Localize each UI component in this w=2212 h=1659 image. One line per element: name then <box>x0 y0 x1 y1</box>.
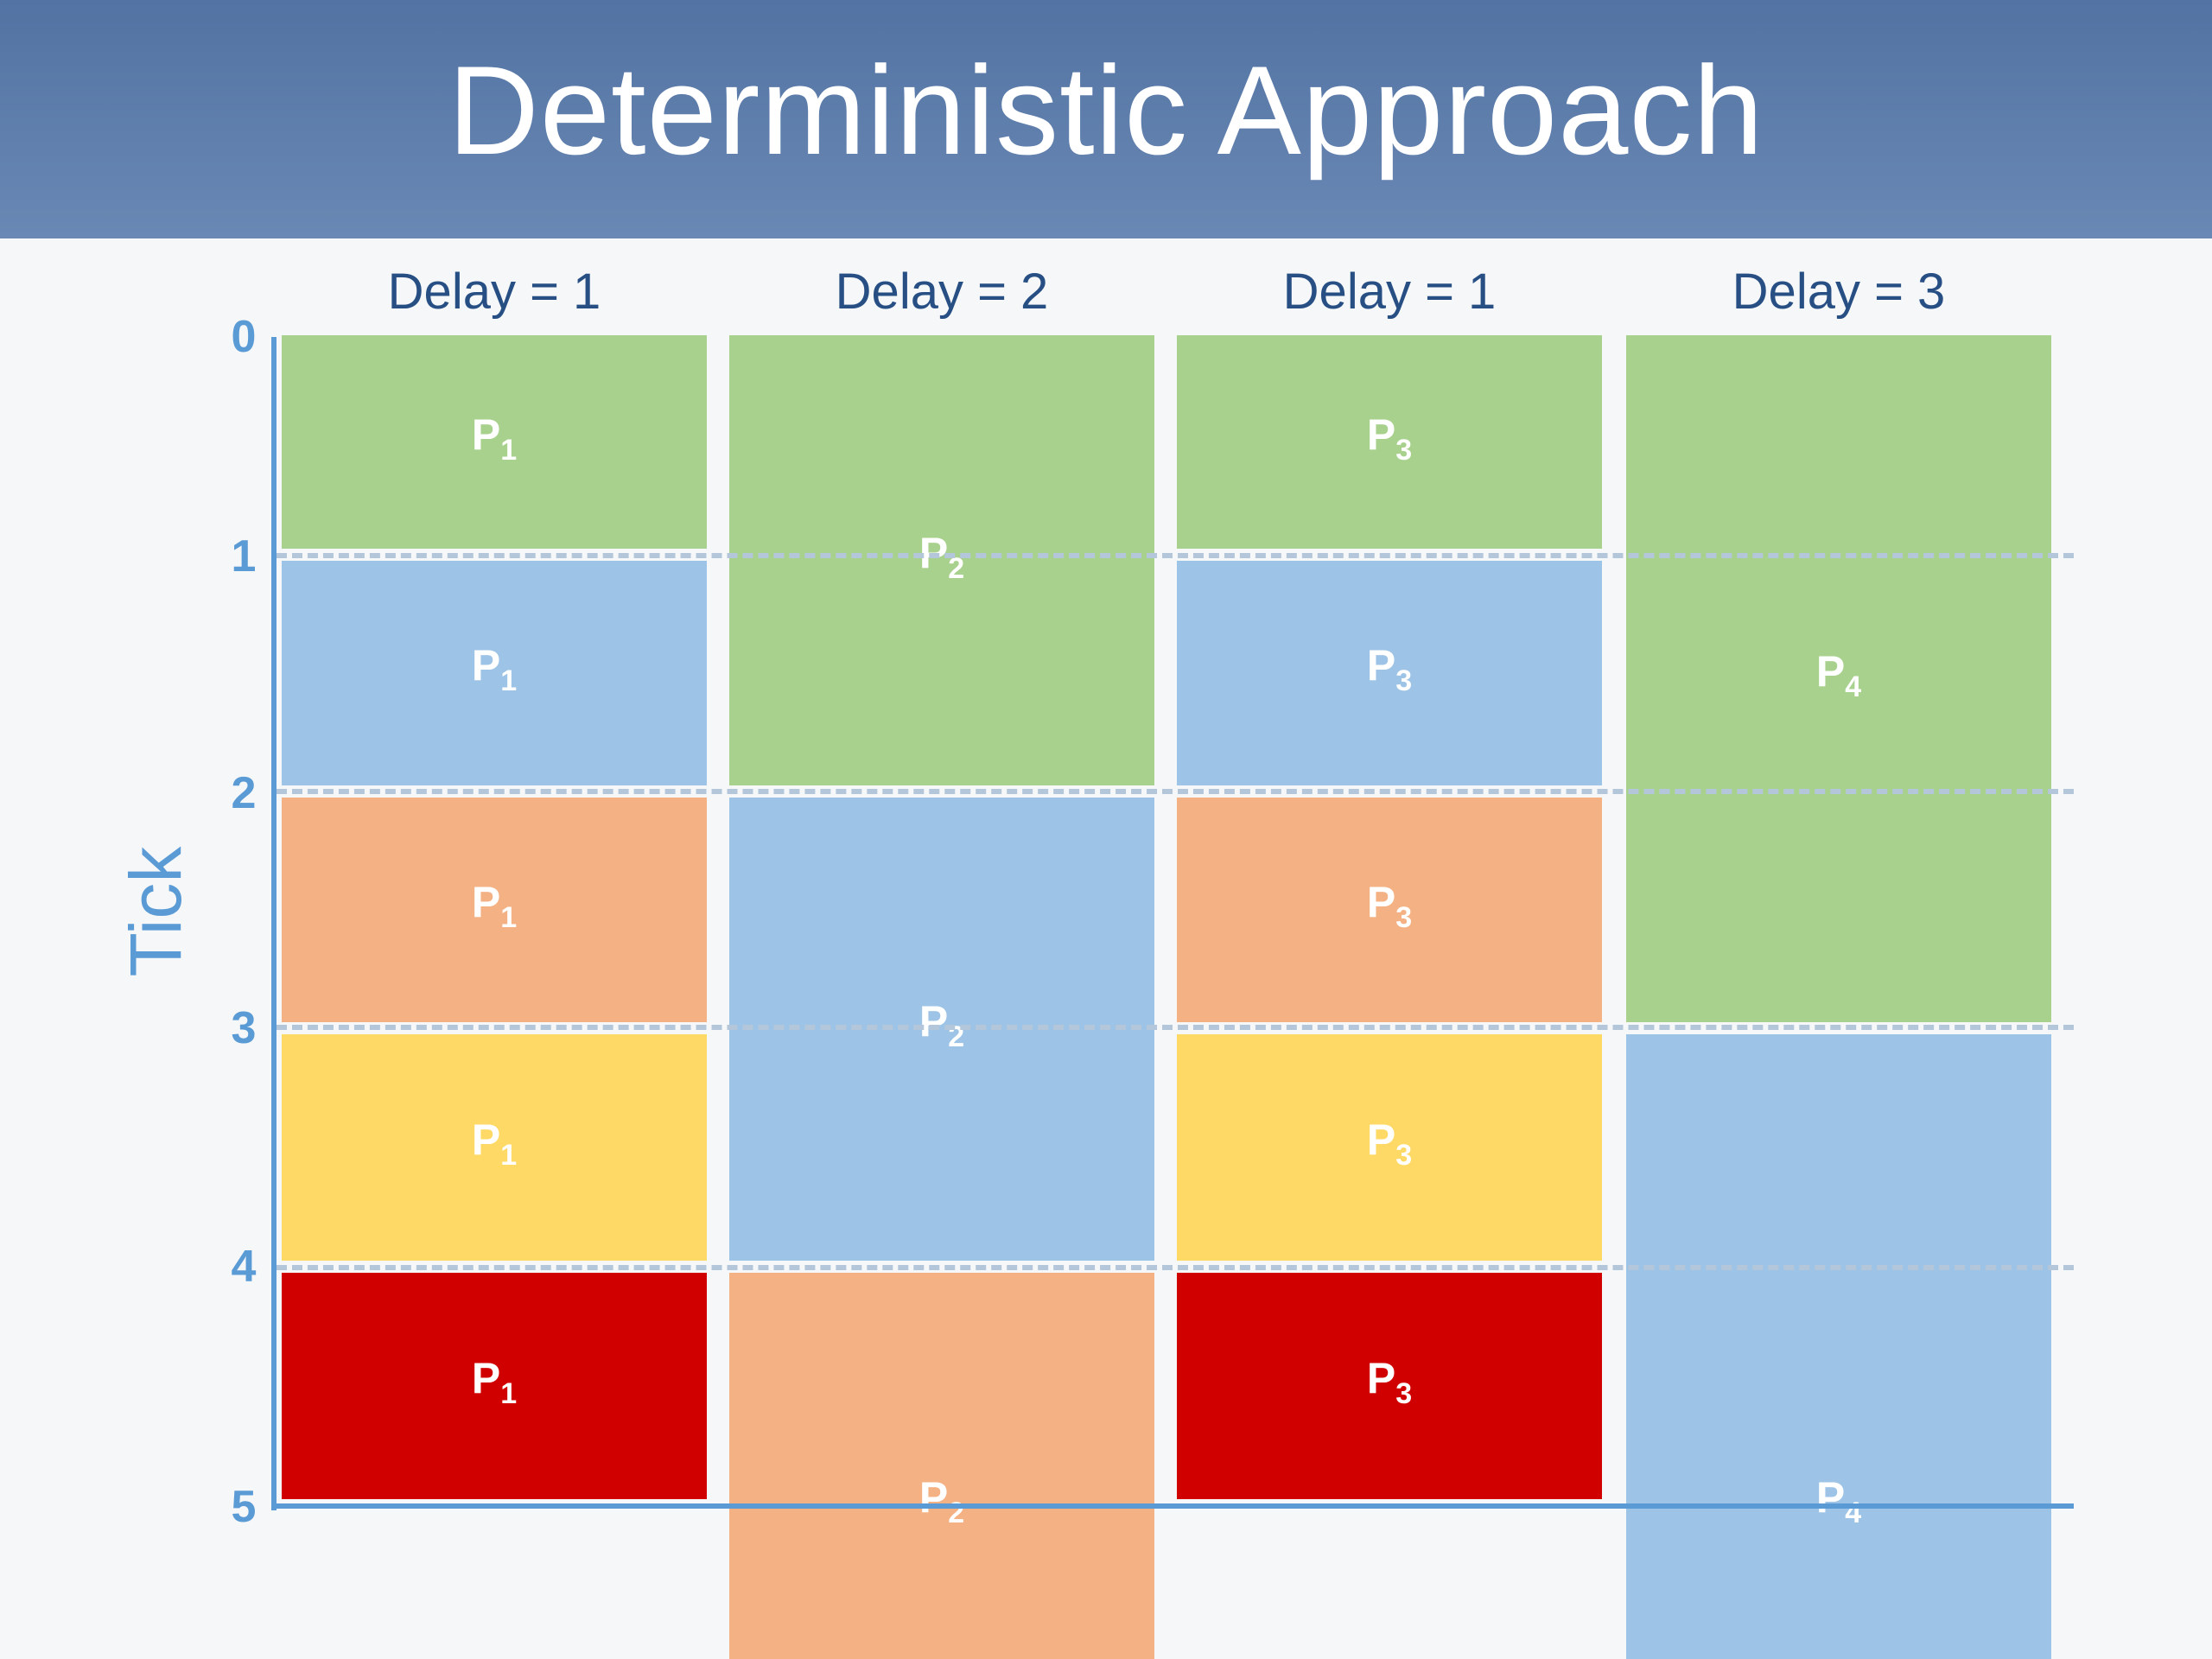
column-header: Delay = 3 <box>1732 264 1946 320</box>
process-block: P1 <box>282 1034 707 1261</box>
process-index: 2 <box>948 551 965 585</box>
tick-label: 0 <box>231 312 257 362</box>
process-block: P3 <box>1177 335 1602 549</box>
process-name: P <box>1366 1116 1396 1164</box>
process-name: P <box>471 1354 501 1402</box>
process-index: 1 <box>500 1139 518 1172</box>
process-block: P1 <box>282 1273 707 1499</box>
tick-gridline <box>276 1025 2074 1030</box>
tick-axis <box>271 337 276 1510</box>
process-label: P2 <box>729 527 1154 594</box>
tick-label: 1 <box>231 531 257 582</box>
process-block: P3 <box>1177 798 1602 1022</box>
process-name: P <box>1815 646 1846 696</box>
process-name: P <box>918 997 949 1046</box>
process-label: P1 <box>282 1114 707 1181</box>
process-block: P3 <box>1177 561 1602 785</box>
process-block: P4 <box>1626 335 2051 1022</box>
process-index: 3 <box>1395 1139 1413 1172</box>
process-index: 2 <box>948 1497 965 1529</box>
process-name: P <box>1366 641 1396 690</box>
process-block: P2 <box>729 335 1154 785</box>
process-name: P <box>471 1116 501 1164</box>
process-index: 4 <box>1845 1497 1862 1529</box>
process-index: 1 <box>500 433 518 467</box>
tick-gridline <box>276 1265 2074 1270</box>
process-label: P2 <box>729 995 1154 1063</box>
tick-label: 2 <box>231 768 257 818</box>
process-name: P <box>918 1473 949 1522</box>
tick-label: 4 <box>231 1242 257 1292</box>
process-name: P <box>471 641 501 690</box>
process-label: P1 <box>282 409 707 476</box>
process-name: P <box>1366 1354 1396 1402</box>
process-block: P2 <box>729 1273 1154 1659</box>
process-label: P1 <box>282 876 707 944</box>
process-index: 1 <box>500 664 518 697</box>
tick-gridline <box>276 789 2074 794</box>
process-name: P <box>471 410 501 459</box>
axis-title: Tick <box>115 846 196 977</box>
process-index: 3 <box>1395 901 1413 934</box>
process-index: 3 <box>1395 1377 1413 1410</box>
process-name: P <box>1366 410 1396 459</box>
process-index: 3 <box>1395 664 1413 697</box>
column-header: Delay = 1 <box>1282 264 1497 320</box>
column-header: Delay = 1 <box>387 264 601 320</box>
process-index: 4 <box>1845 670 1862 703</box>
process-block: P4 <box>1626 1034 2051 1659</box>
process-name: P <box>918 528 949 577</box>
tick-label: 3 <box>231 1003 257 1053</box>
column-header: Delay = 2 <box>835 264 1049 320</box>
process-label: P3 <box>1177 639 1602 707</box>
title-bar: Deterministic Approach <box>0 0 2212 238</box>
slide-title: Deterministic Approach <box>448 40 1764 181</box>
process-block: P3 <box>1177 1034 1602 1261</box>
process-index: 3 <box>1395 433 1413 467</box>
process-label: P3 <box>1177 1352 1602 1420</box>
process-block: P1 <box>282 561 707 785</box>
process-block: P1 <box>282 798 707 1022</box>
tick-gridline <box>276 553 2074 558</box>
process-label: P3 <box>1177 1114 1602 1181</box>
process-block: P3 <box>1177 1273 1602 1499</box>
process-label: P4 <box>1626 645 2051 713</box>
process-name: P <box>1366 878 1396 926</box>
process-label: P3 <box>1177 876 1602 944</box>
process-index: 1 <box>500 901 518 934</box>
process-name: P <box>1815 1473 1846 1522</box>
process-label: P3 <box>1177 409 1602 476</box>
tick-label: 5 <box>231 1482 257 1532</box>
process-index: 1 <box>500 1377 518 1410</box>
process-name: P <box>471 878 501 926</box>
process-block: P1 <box>282 335 707 549</box>
baseline-axis <box>271 1503 2074 1509</box>
process-label: P1 <box>282 639 707 707</box>
process-label: P1 <box>282 1352 707 1420</box>
